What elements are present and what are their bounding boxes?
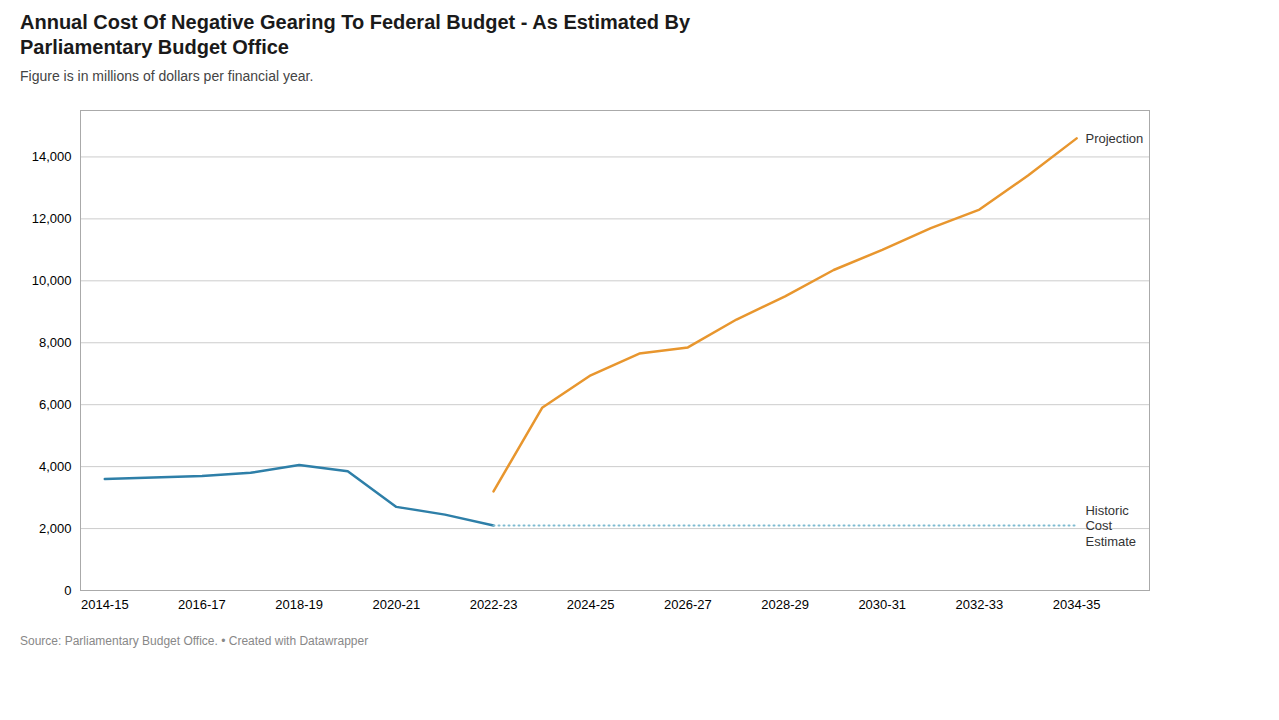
svg-text:2020-21: 2020-21 (372, 597, 420, 612)
svg-text:2032-33: 2032-33 (956, 597, 1004, 612)
svg-text:2026-27: 2026-27 (664, 597, 712, 612)
svg-text:14,000: 14,000 (32, 149, 72, 164)
html-text:Figure is in millions of dolla: Figure is in millions of dollars per fin… (20, 68, 314, 84)
html-text:Annual Cost Of Negative Gearin: Annual Cost Of Negative Gearing To Feder… (20, 11, 691, 58)
svg-text:2014-15: 2014-15 (81, 597, 129, 612)
svg-text:0: 0 (64, 583, 71, 598)
html-text:Source: Parliamentary Budget O: Source: Parliamentary Budget Office. • C… (20, 634, 369, 648)
svg-text:8,000: 8,000 (39, 335, 72, 350)
svg-text:Projection: Projection (1085, 131, 1143, 146)
svg-text:10,000: 10,000 (32, 273, 72, 288)
svg-text:2028-29: 2028-29 (761, 597, 809, 612)
svg-text:6,000: 6,000 (39, 397, 72, 412)
svg-text:2034-35: 2034-35 (1053, 597, 1101, 612)
svg-text:2024-25: 2024-25 (567, 597, 615, 612)
svg-text:2030-31: 2030-31 (858, 597, 906, 612)
svg-text:2016-17: 2016-17 (178, 597, 226, 612)
svg-text:2022-23: 2022-23 (470, 597, 518, 612)
svg-text:12,000: 12,000 (32, 211, 72, 226)
svg-text:2018-19: 2018-19 (275, 597, 323, 612)
svg-text:4,000: 4,000 (39, 459, 72, 474)
svg-text:2,000: 2,000 (39, 521, 72, 536)
svg-text:HistoricCostEstimate: HistoricCostEstimate (1085, 503, 1136, 549)
